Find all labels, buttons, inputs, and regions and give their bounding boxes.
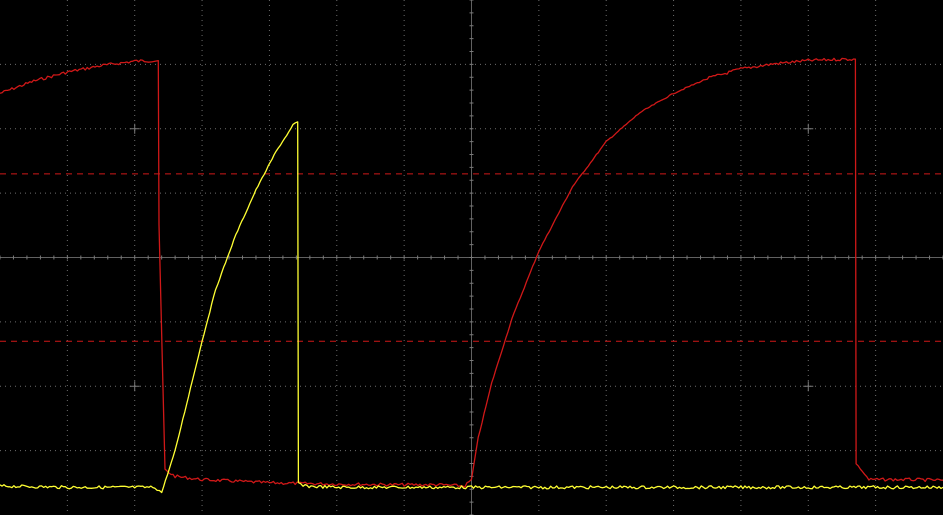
trace-channel-red bbox=[0, 57, 943, 488]
traces bbox=[0, 57, 943, 494]
trace-channel-yellow bbox=[0, 121, 943, 494]
cursor-lines bbox=[0, 173, 943, 342]
